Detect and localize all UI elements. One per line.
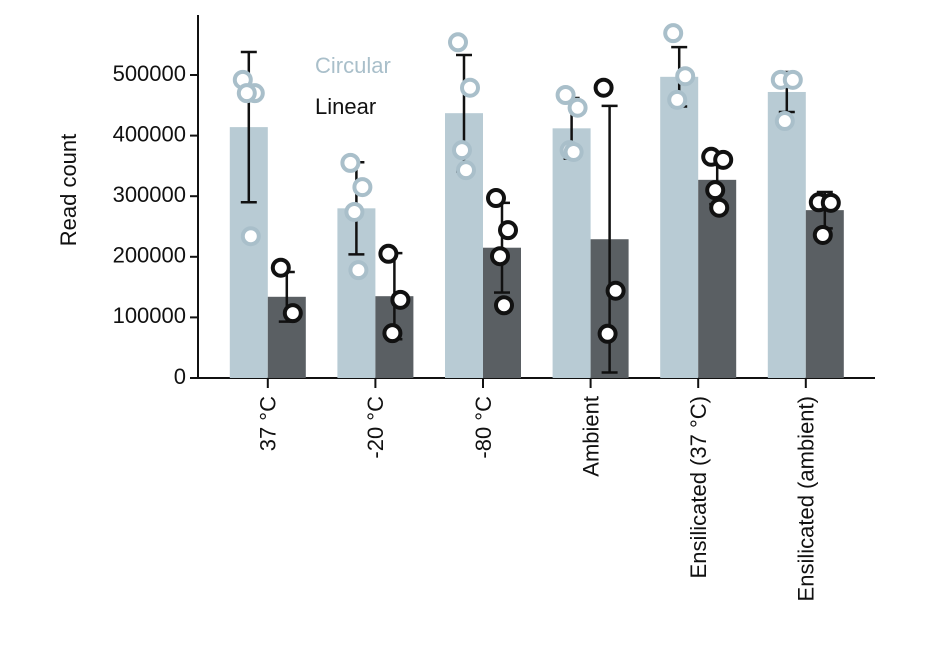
- data-point: [713, 149, 734, 170]
- data-point: [340, 152, 361, 173]
- y-tick-label: 500000: [113, 61, 186, 86]
- data-point: [812, 224, 833, 245]
- y-tick-label: 300000: [113, 182, 186, 207]
- data-point: [240, 226, 261, 247]
- data-point: [344, 201, 365, 222]
- data-point: [597, 323, 618, 344]
- x-tick-label: -80 °C: [471, 396, 496, 459]
- y-axis-label: Read count: [56, 134, 81, 247]
- x-tick-label: Ensilicated (ambient): [794, 396, 819, 601]
- data-point: [382, 323, 403, 344]
- data-point: [460, 77, 480, 98]
- data-point: [270, 257, 291, 278]
- data-point: [236, 83, 257, 104]
- legend-label: Circular: [315, 53, 391, 78]
- x-tick-label: -20 °C: [363, 396, 388, 459]
- bar: [660, 76, 699, 379]
- data-point: [563, 141, 584, 162]
- bar: [767, 91, 806, 378]
- x-tick-label: 37 °C: [256, 396, 281, 451]
- data-point: [378, 243, 399, 264]
- data-point: [774, 111, 795, 132]
- data-point: [456, 160, 476, 181]
- data-point: [567, 97, 588, 118]
- data-point: [352, 177, 373, 198]
- data-point: [490, 246, 510, 267]
- x-tick-label: Ambient: [578, 396, 603, 477]
- y-tick-label: 0: [174, 364, 186, 389]
- data-point: [282, 303, 303, 324]
- data-point: [555, 84, 576, 105]
- data-point: [605, 280, 626, 301]
- data-point: [494, 295, 514, 316]
- legend-label: Linear: [315, 94, 376, 119]
- data-point: [782, 69, 803, 90]
- data-point: [348, 260, 369, 281]
- data-point: [498, 220, 518, 241]
- data-point: [709, 197, 730, 218]
- data-point: [705, 180, 726, 201]
- y-tick-label: 400000: [113, 121, 186, 146]
- data-point: [675, 66, 696, 87]
- data-point: [486, 188, 506, 209]
- y-tick-label: 100000: [113, 303, 186, 328]
- data-point: [390, 289, 411, 310]
- data-point: [663, 23, 684, 44]
- bar: [552, 128, 591, 378]
- data-point: [593, 77, 614, 98]
- data-point: [452, 140, 472, 161]
- data-point: [820, 192, 841, 213]
- y-tick-label: 200000: [113, 243, 186, 268]
- x-tick-label: Ensilicated (37 °C): [686, 396, 711, 578]
- data-point: [448, 32, 468, 53]
- data-point: [667, 89, 688, 110]
